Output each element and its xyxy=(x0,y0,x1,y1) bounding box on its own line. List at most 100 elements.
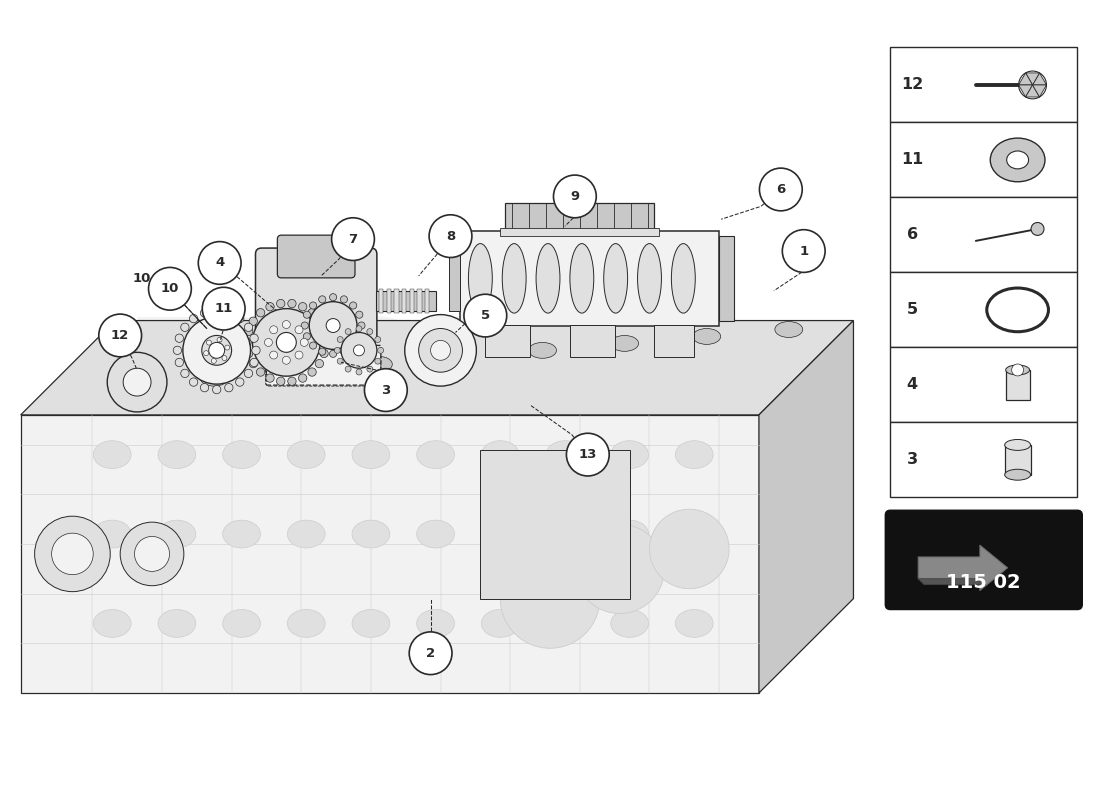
Circle shape xyxy=(99,314,142,357)
Text: 2: 2 xyxy=(426,646,436,660)
Ellipse shape xyxy=(118,377,146,393)
Bar xyxy=(485,325,530,358)
FancyBboxPatch shape xyxy=(277,235,355,278)
Bar xyxy=(425,289,429,313)
Bar xyxy=(449,246,461,310)
Circle shape xyxy=(283,356,290,364)
Ellipse shape xyxy=(774,322,803,338)
Text: 5: 5 xyxy=(906,302,917,318)
Circle shape xyxy=(295,326,302,334)
Circle shape xyxy=(326,318,340,333)
Ellipse shape xyxy=(287,610,326,638)
Ellipse shape xyxy=(610,441,649,469)
Circle shape xyxy=(331,218,374,261)
Text: 6: 6 xyxy=(777,183,785,196)
Circle shape xyxy=(211,358,217,363)
Circle shape xyxy=(345,366,351,372)
Circle shape xyxy=(298,302,307,311)
Circle shape xyxy=(253,309,320,376)
Circle shape xyxy=(575,524,664,614)
Circle shape xyxy=(204,350,209,356)
Ellipse shape xyxy=(1004,470,1031,480)
Polygon shape xyxy=(1033,73,1046,85)
Circle shape xyxy=(235,314,244,322)
Circle shape xyxy=(270,351,277,359)
Bar xyxy=(890,122,1077,198)
Circle shape xyxy=(366,366,373,372)
Circle shape xyxy=(321,338,330,346)
Bar xyxy=(890,272,1077,347)
Ellipse shape xyxy=(1004,439,1031,450)
Circle shape xyxy=(356,369,362,375)
Bar xyxy=(500,228,659,236)
Circle shape xyxy=(649,510,729,589)
Circle shape xyxy=(212,307,221,315)
Ellipse shape xyxy=(158,520,196,548)
Circle shape xyxy=(782,230,825,272)
Bar xyxy=(461,231,719,326)
Bar xyxy=(570,325,615,358)
Ellipse shape xyxy=(352,441,389,469)
Circle shape xyxy=(222,356,227,361)
Text: 6: 6 xyxy=(906,227,917,242)
Bar xyxy=(890,347,1077,422)
Ellipse shape xyxy=(417,610,454,638)
Circle shape xyxy=(244,327,253,335)
Text: 9: 9 xyxy=(570,190,580,203)
Text: 12: 12 xyxy=(901,78,923,93)
Circle shape xyxy=(345,329,351,334)
Circle shape xyxy=(430,341,451,360)
FancyBboxPatch shape xyxy=(886,510,1082,610)
Circle shape xyxy=(276,377,285,386)
Text: 5: 5 xyxy=(481,309,490,322)
Circle shape xyxy=(201,335,232,366)
Ellipse shape xyxy=(675,441,713,469)
Polygon shape xyxy=(1019,73,1033,85)
Circle shape xyxy=(276,299,285,308)
Ellipse shape xyxy=(529,342,557,358)
Ellipse shape xyxy=(94,441,131,469)
Circle shape xyxy=(173,346,182,354)
Text: 10: 10 xyxy=(161,282,179,295)
Circle shape xyxy=(175,358,184,366)
Circle shape xyxy=(356,326,362,332)
Circle shape xyxy=(500,549,600,648)
Ellipse shape xyxy=(1005,365,1030,375)
Bar xyxy=(481,450,629,598)
Circle shape xyxy=(320,350,328,358)
Ellipse shape xyxy=(364,356,393,372)
Polygon shape xyxy=(1025,73,1040,85)
Bar xyxy=(505,203,654,231)
Ellipse shape xyxy=(675,610,713,638)
Circle shape xyxy=(319,296,326,303)
Circle shape xyxy=(320,327,328,335)
Circle shape xyxy=(200,309,209,318)
Circle shape xyxy=(256,368,265,376)
Ellipse shape xyxy=(671,243,695,313)
Circle shape xyxy=(243,338,251,346)
Circle shape xyxy=(224,383,233,392)
Circle shape xyxy=(295,351,302,359)
Circle shape xyxy=(759,168,802,211)
Polygon shape xyxy=(1025,85,1040,97)
Circle shape xyxy=(244,323,253,331)
Circle shape xyxy=(375,358,381,364)
Ellipse shape xyxy=(1006,151,1028,169)
Bar xyxy=(402,289,406,313)
Ellipse shape xyxy=(482,441,519,469)
Ellipse shape xyxy=(352,520,389,548)
Polygon shape xyxy=(21,415,759,693)
Polygon shape xyxy=(1019,85,1033,97)
Circle shape xyxy=(217,338,222,342)
Circle shape xyxy=(334,347,340,354)
Text: 3: 3 xyxy=(906,452,917,467)
Circle shape xyxy=(266,302,274,311)
Text: 10: 10 xyxy=(133,272,152,286)
Circle shape xyxy=(308,368,317,376)
Ellipse shape xyxy=(158,610,196,638)
Bar xyxy=(378,289,383,313)
Circle shape xyxy=(340,296,348,303)
Circle shape xyxy=(405,314,476,386)
Circle shape xyxy=(464,294,507,337)
Text: 8: 8 xyxy=(446,230,455,242)
